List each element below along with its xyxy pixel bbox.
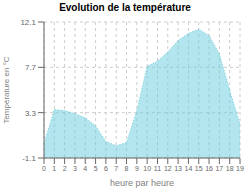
svg-text:19: 19 xyxy=(236,165,242,172)
svg-text:12: 12 xyxy=(164,165,172,172)
svg-text:-1.1: -1.1 xyxy=(22,154,36,163)
svg-text:16: 16 xyxy=(205,165,213,172)
svg-text:3.3: 3.3 xyxy=(25,109,37,118)
svg-text:1: 1 xyxy=(52,165,56,172)
svg-text:7.7: 7.7 xyxy=(25,63,37,72)
svg-text:9: 9 xyxy=(135,165,139,172)
svg-text:6: 6 xyxy=(104,165,108,172)
svg-text:17: 17 xyxy=(215,165,223,172)
svg-text:heure par heure: heure par heure xyxy=(110,178,174,188)
svg-text:4: 4 xyxy=(83,165,87,172)
svg-text:13: 13 xyxy=(174,165,182,172)
svg-text:2: 2 xyxy=(63,165,67,172)
svg-text:18: 18 xyxy=(226,165,234,172)
svg-text:7: 7 xyxy=(114,165,118,172)
svg-text:12.1: 12.1 xyxy=(20,18,36,27)
svg-text:14: 14 xyxy=(185,165,193,172)
svg-text:Température en °C: Température en °C xyxy=(8,56,11,123)
svg-text:8: 8 xyxy=(125,165,129,172)
svg-text:15: 15 xyxy=(195,165,203,172)
svg-text:5: 5 xyxy=(94,165,98,172)
html-text:Evolution de la température: Evolution de la température xyxy=(59,2,191,13)
svg-text:0: 0 xyxy=(42,165,46,172)
svg-text:3: 3 xyxy=(73,165,77,172)
svg-text:11: 11 xyxy=(154,165,161,172)
svg-text:10: 10 xyxy=(143,165,151,172)
